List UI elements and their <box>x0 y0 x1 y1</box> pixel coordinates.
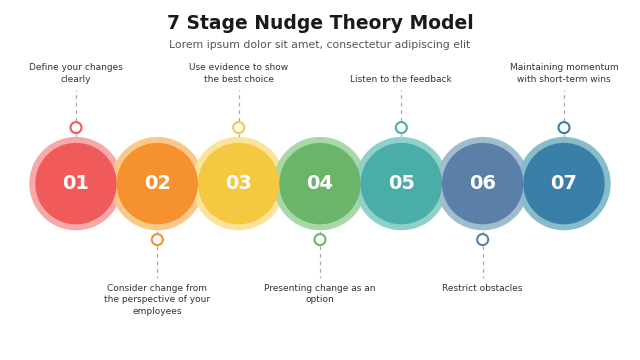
Circle shape <box>198 144 278 224</box>
Text: 02: 02 <box>144 174 171 193</box>
Text: 05: 05 <box>388 174 415 193</box>
Text: Restrict obstacles: Restrict obstacles <box>442 284 523 293</box>
Circle shape <box>36 144 116 224</box>
Circle shape <box>30 138 122 230</box>
Text: 06: 06 <box>469 174 496 193</box>
Text: Maintaining momentum
with short-term wins: Maintaining momentum with short-term win… <box>509 63 618 84</box>
Circle shape <box>111 138 204 230</box>
Circle shape <box>524 144 604 224</box>
Text: 7 Stage Nudge Theory Model: 7 Stage Nudge Theory Model <box>166 14 474 33</box>
Text: Listen to the feedback: Listen to the feedback <box>351 75 452 84</box>
Text: 07: 07 <box>550 174 577 193</box>
Text: Consider change from
the perspective of your
employees: Consider change from the perspective of … <box>104 284 211 316</box>
Circle shape <box>362 144 442 224</box>
Circle shape <box>117 144 197 224</box>
Circle shape <box>274 138 366 230</box>
Circle shape <box>443 144 523 224</box>
Text: Lorem ipsum dolor sit amet, consectetur adipiscing elit: Lorem ipsum dolor sit amet, consectetur … <box>170 40 470 50</box>
Text: 01: 01 <box>63 174 90 193</box>
Circle shape <box>518 138 610 230</box>
Text: Presenting change as an
option: Presenting change as an option <box>264 284 376 305</box>
Text: Define your changes
clearly: Define your changes clearly <box>29 63 123 84</box>
Circle shape <box>355 138 447 230</box>
Text: 03: 03 <box>225 174 252 193</box>
Circle shape <box>436 138 529 230</box>
Circle shape <box>193 138 285 230</box>
Text: 04: 04 <box>307 174 333 193</box>
Text: Use evidence to show
the best choice: Use evidence to show the best choice <box>189 63 288 84</box>
Circle shape <box>280 144 360 224</box>
